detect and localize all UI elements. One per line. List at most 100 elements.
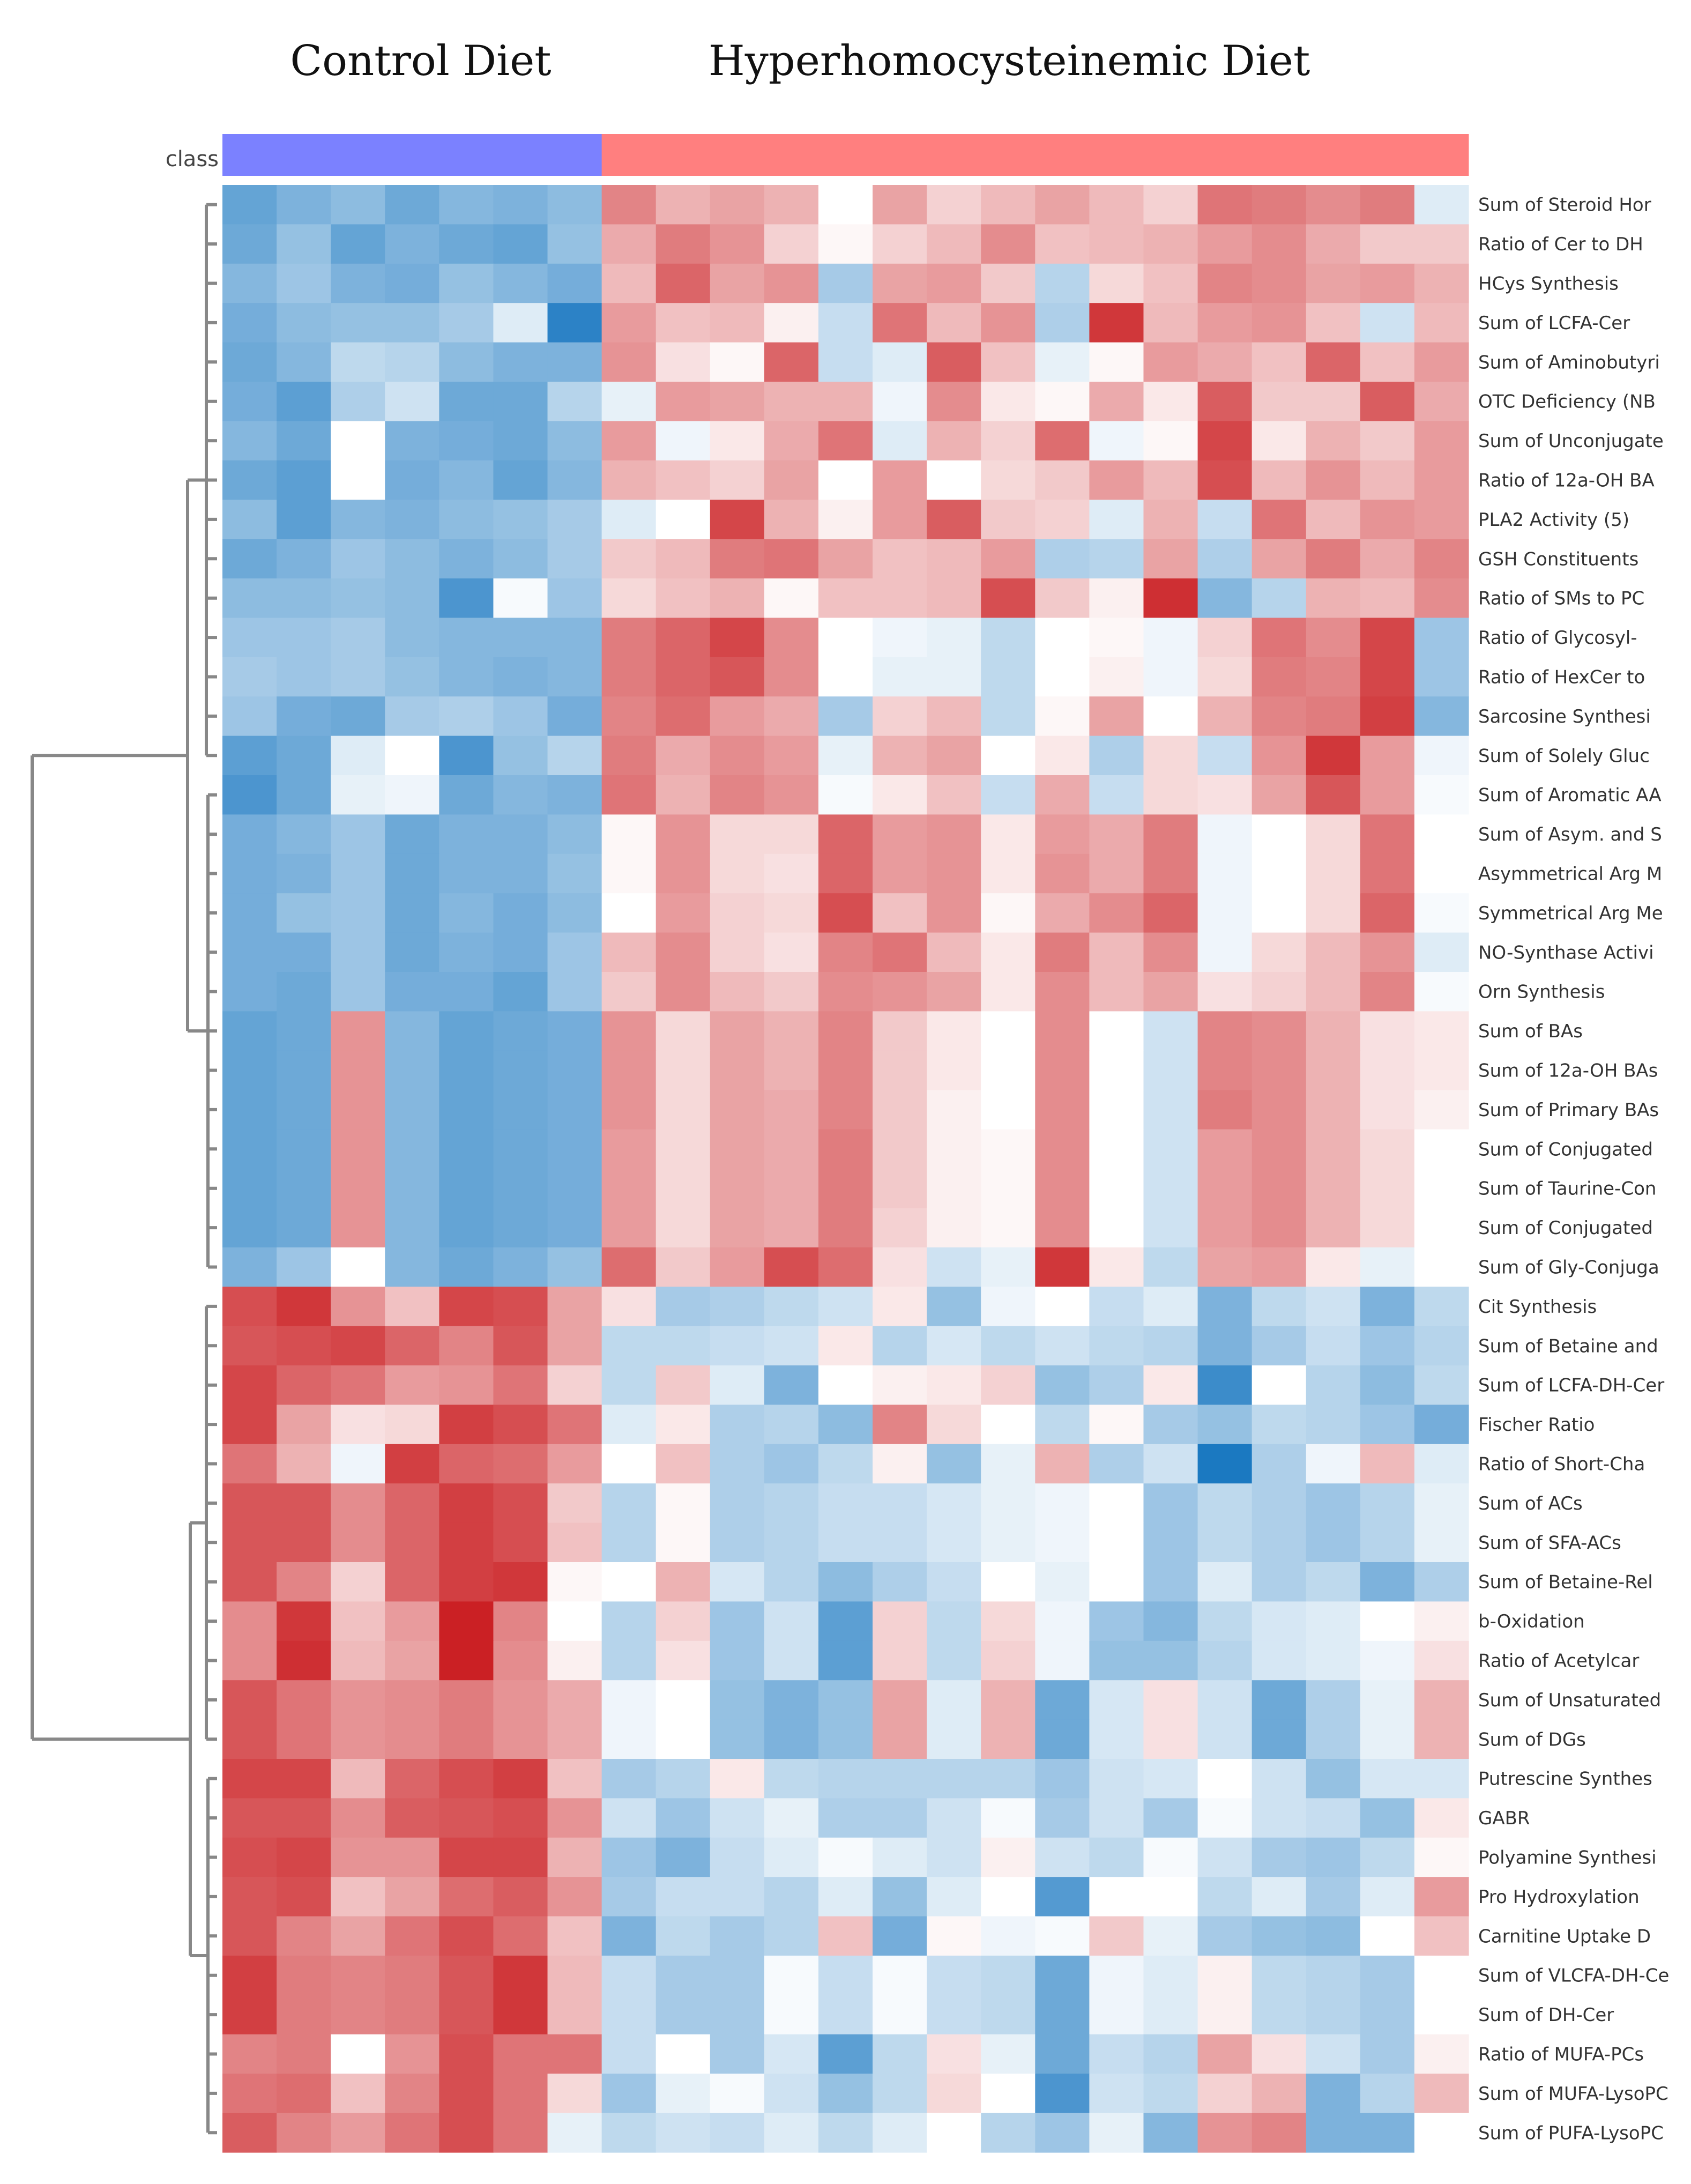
row-label: Ratio of HexCer to [1478, 667, 1645, 688]
heatmap-cell [1414, 696, 1469, 737]
heatmap-cell [873, 1208, 927, 1248]
heatmap-cell [493, 578, 548, 618]
heatmap-cell [1414, 382, 1469, 421]
heatmap-cell [277, 1090, 331, 1130]
heatmap-cell [439, 1719, 494, 1759]
heatmap-cell [764, 1483, 819, 1524]
heatmap-cell [710, 1483, 765, 1524]
heatmap-cell [385, 1995, 439, 2035]
heatmap-cell [439, 1050, 494, 1090]
heatmap-cell [547, 1956, 602, 1995]
heatmap-cell [385, 696, 439, 737]
heatmap-cell [1143, 1326, 1198, 1366]
heatmap-cell [222, 853, 277, 894]
heatmap-cell [873, 263, 927, 303]
heatmap-cell [710, 657, 765, 697]
heatmap-cell [277, 1680, 331, 1720]
heatmap-row [222, 853, 1469, 894]
heatmap-cell [764, 1405, 819, 1445]
heatmap-cell [1089, 1522, 1144, 1563]
heatmap-cell [927, 775, 981, 815]
row-label: PLA2 Activity (5) [1478, 509, 1629, 531]
heatmap-cell [1306, 1719, 1361, 1759]
heatmap-cell [547, 303, 602, 343]
heatmap-cell [1143, 1208, 1198, 1248]
heatmap-cell [710, 1719, 765, 1759]
heatmap-cell [1143, 460, 1198, 500]
heatmap-cell [1035, 1798, 1090, 1838]
heatmap-cell [655, 578, 711, 618]
heatmap-cell [222, 1483, 277, 1524]
heatmap-cell [1143, 618, 1198, 658]
row-label: Sum of Aminobutyri [1478, 352, 1660, 373]
heatmap-cell [547, 1522, 602, 1563]
heatmap-cell [1306, 972, 1361, 1012]
heatmap-cell [331, 539, 385, 579]
heatmap-cell [1143, 736, 1198, 776]
heatmap-cell [873, 1365, 927, 1405]
heatmap-cell [655, 1011, 711, 1051]
heatmap-cell [1197, 1680, 1253, 1720]
heatmap-cell [818, 657, 873, 697]
heatmap-cell [385, 1247, 439, 1287]
heatmap-cell [1306, 1090, 1361, 1130]
heatmap-cell [385, 578, 439, 618]
heatmap-cell [927, 2113, 981, 2153]
heatmap-cell [1035, 932, 1090, 972]
heatmap-cell [981, 1522, 1036, 1563]
heatmap-cell [493, 814, 548, 855]
heatmap-cell [655, 2113, 711, 2153]
heatmap-cell [331, 696, 385, 737]
heatmap-cell [1360, 1798, 1415, 1838]
heatmap-cell [331, 1090, 385, 1130]
heatmap-cell [547, 1877, 602, 1917]
heatmap-cell [547, 382, 602, 421]
row-label: Orn Synthesis [1478, 982, 1605, 1003]
heatmap-cell [1089, 1759, 1144, 1799]
heatmap-cell [493, 1090, 548, 1130]
heatmap-cell [1143, 932, 1198, 972]
heatmap-cell [818, 853, 873, 894]
heatmap-cell [710, 1050, 765, 1090]
heatmap-cell [222, 1956, 277, 1995]
heatmap-cell [601, 1208, 657, 1248]
heatmap-cell [1414, 1444, 1469, 1484]
heatmap-cell [818, 2113, 873, 2153]
heatmap-cell [981, 1640, 1036, 1681]
heatmap-cell [655, 1956, 711, 1995]
heatmap-cell [277, 1483, 331, 1524]
heatmap-cell [818, 382, 873, 421]
heatmap-cell [927, 618, 981, 658]
heatmap-cell [710, 775, 765, 815]
heatmap-cell [1089, 539, 1144, 579]
heatmap-cell [764, 618, 819, 658]
heatmap-cell [493, 1287, 548, 1327]
heatmap-cell [547, 421, 602, 461]
heatmap-cell [1035, 342, 1090, 382]
heatmap-cell [818, 539, 873, 579]
heatmap-row [222, 1798, 1469, 1838]
heatmap-cell [439, 578, 494, 618]
heatmap-cell [1252, 2034, 1307, 2074]
heatmap-cell [547, 893, 602, 933]
heatmap-cell [1252, 932, 1307, 972]
heatmap-cell [277, 1640, 331, 1681]
heatmap-row [222, 500, 1469, 540]
heatmap-cell [222, 1444, 277, 1484]
heatmap-cell [1360, 2113, 1415, 2153]
heatmap-cell [873, 1326, 927, 1366]
heatmap-cell [1306, 1405, 1361, 1445]
heatmap-cell [601, 1287, 657, 1327]
class-bar: class [166, 134, 1469, 176]
heatmap-cell [710, 1522, 765, 1563]
heatmap-cell [873, 1798, 927, 1838]
heatmap-cell [981, 1444, 1036, 1484]
heatmap-cell [1360, 1129, 1415, 1169]
heatmap-cell [710, 460, 765, 500]
heatmap-cell [1197, 1247, 1253, 1287]
heatmap-cell [385, 1719, 439, 1759]
heatmap-cell [1035, 1169, 1090, 1208]
heatmap-cell [493, 1050, 548, 1090]
heatmap-cell [1035, 814, 1090, 855]
heatmap-cell [981, 1405, 1036, 1445]
